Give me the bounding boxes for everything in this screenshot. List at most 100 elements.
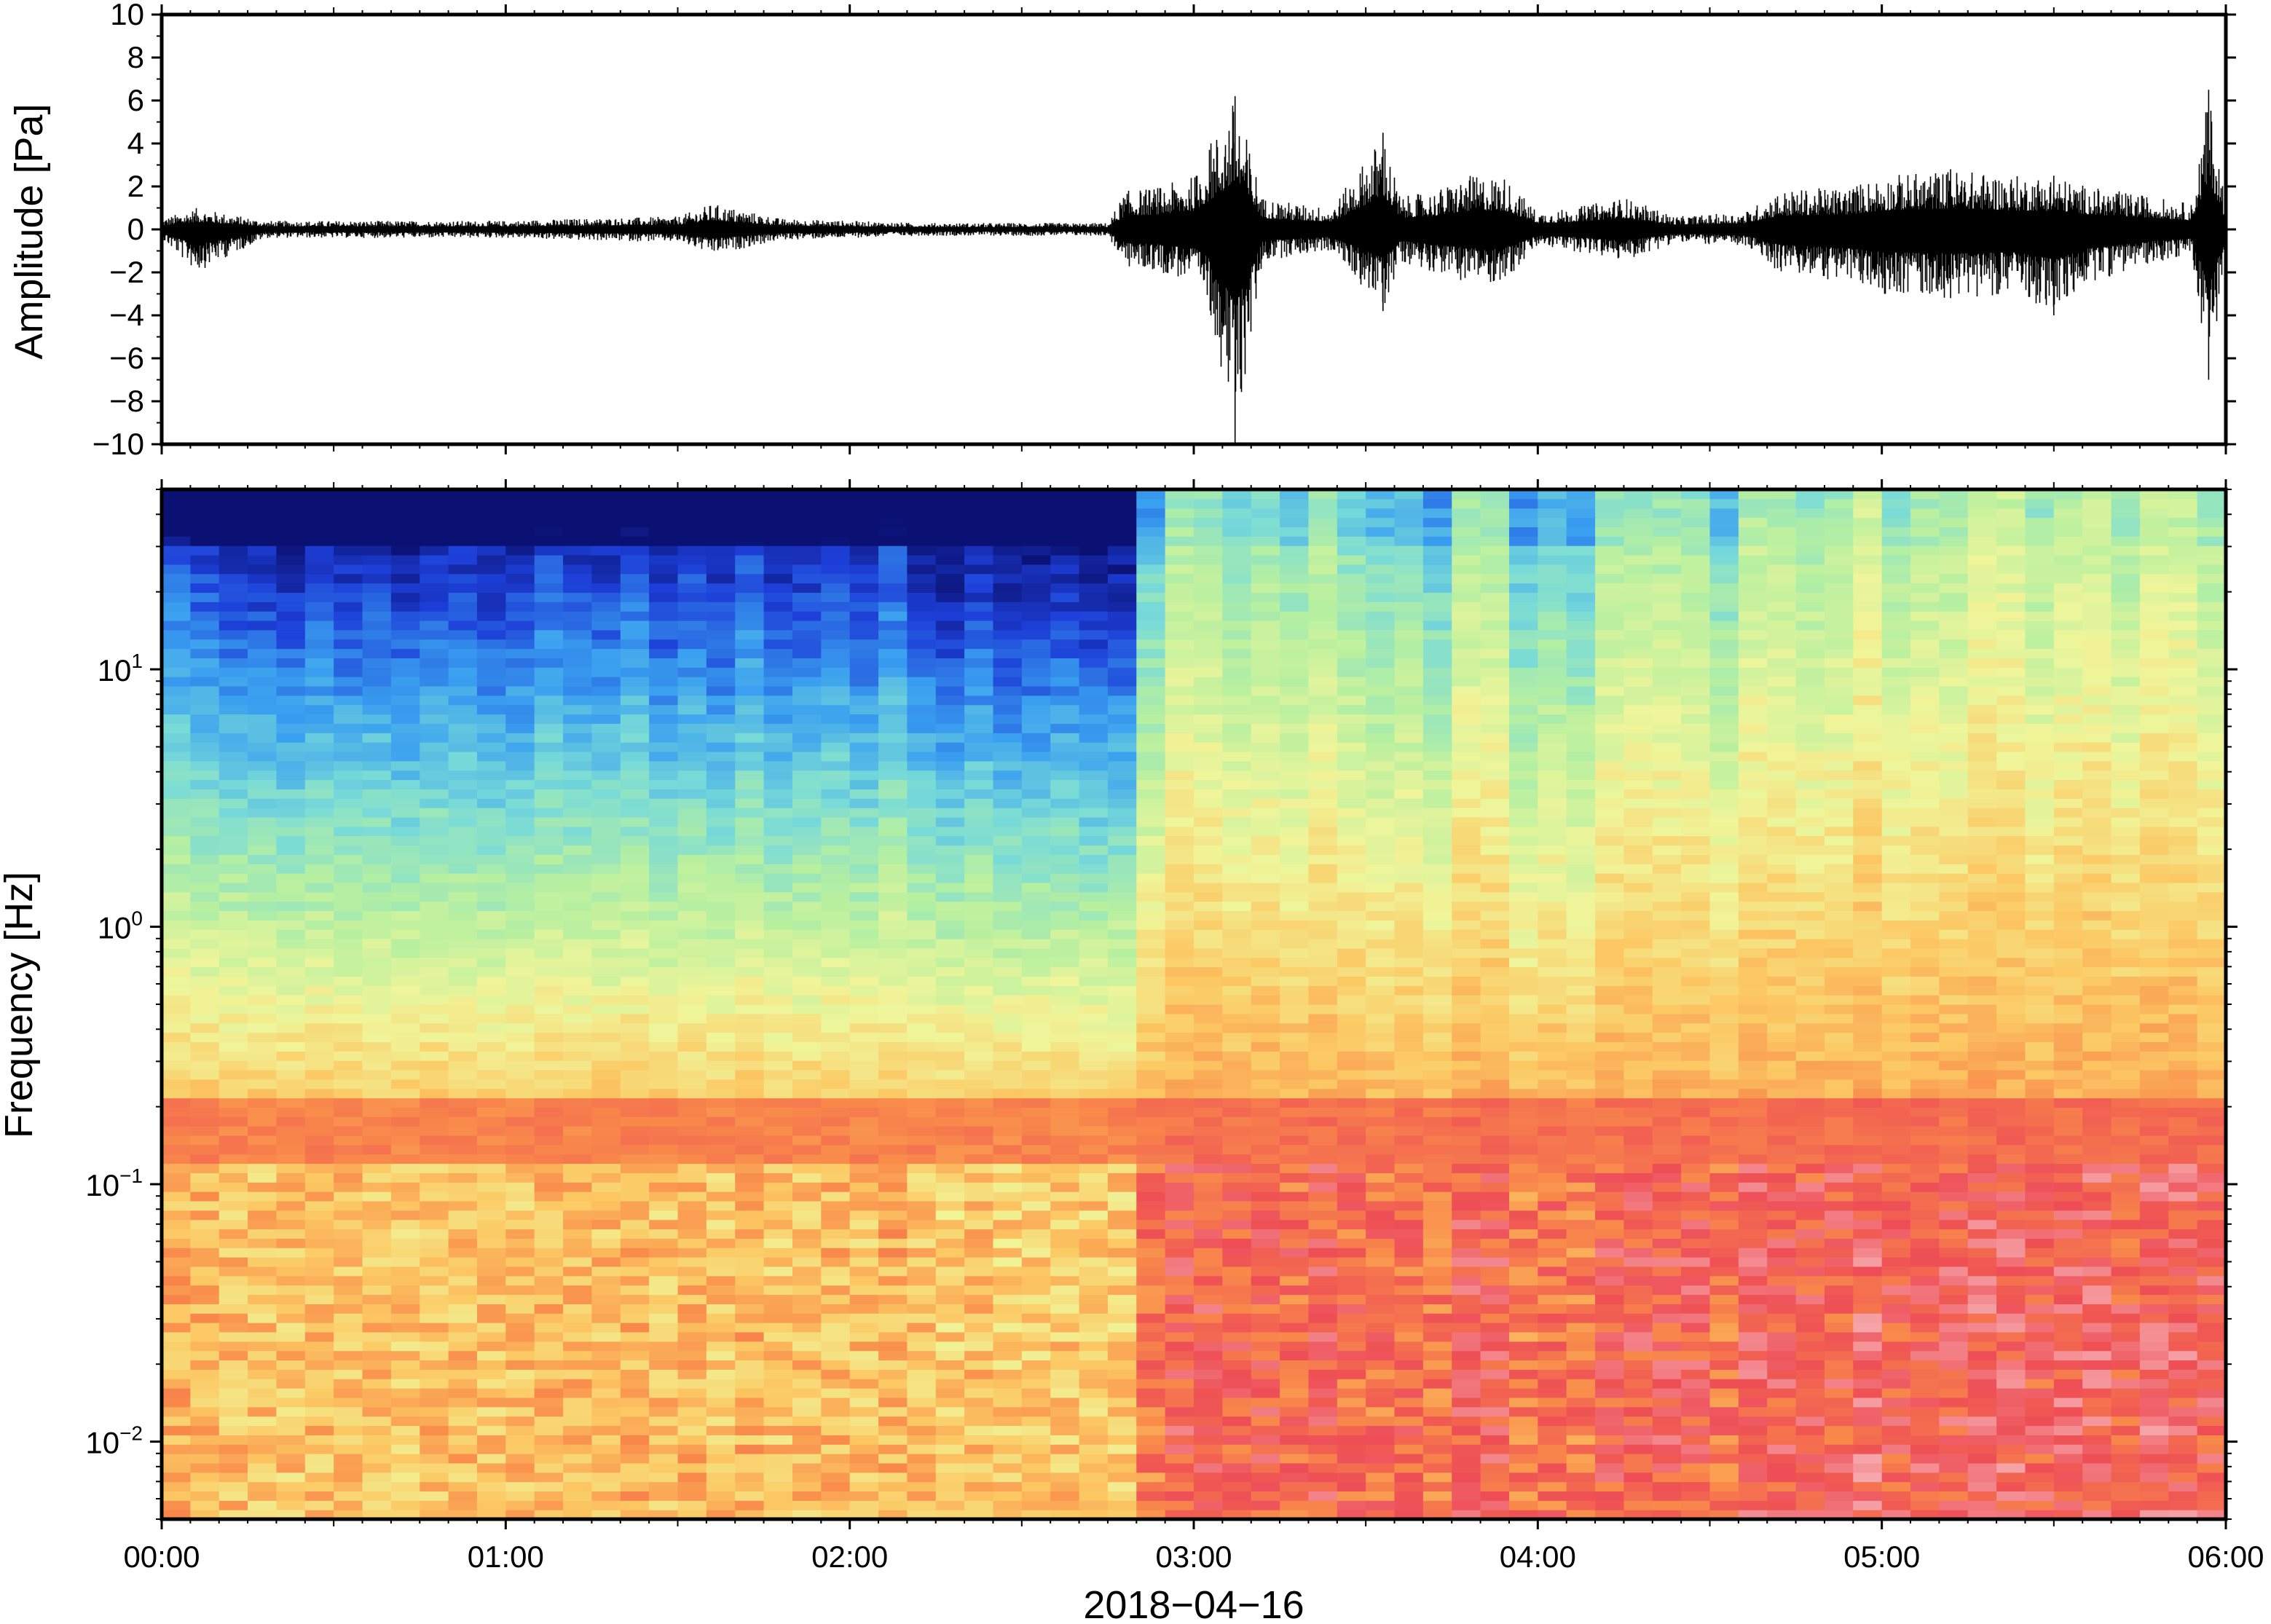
- spectrogram-cell: [706, 545, 736, 556]
- spectrogram-cell: [1050, 1210, 1080, 1221]
- spectrogram-cell: [763, 1331, 793, 1342]
- spectrogram-cell: [276, 1229, 306, 1239]
- spectrogram-cell: [907, 498, 937, 509]
- spectrogram-cell: [420, 789, 449, 799]
- spectrogram-cell: [276, 1191, 306, 1202]
- spectrogram-cell: [677, 789, 707, 799]
- spectrogram-cell: [706, 1379, 736, 1389]
- spectrogram-cell: [1251, 573, 1280, 584]
- spectrogram-cell: [248, 1266, 278, 1277]
- spectrogram-cell: [190, 620, 220, 631]
- spectrogram-cell: [1308, 1116, 1338, 1127]
- spectrogram-cell: [1251, 1360, 1280, 1370]
- spectrogram-cell: [505, 1406, 535, 1417]
- spectrogram-cell: [1308, 910, 1338, 921]
- spectrogram-cell: [964, 733, 994, 743]
- spectrogram-cell: [1021, 995, 1051, 1005]
- spectrogram-cell: [878, 957, 908, 968]
- spectrogram-cell: [735, 835, 765, 846]
- spectrogram-cell: [878, 1257, 908, 1267]
- spectrogram-cell: [448, 1435, 478, 1445]
- spectrogram-cell: [476, 1144, 506, 1155]
- spectrogram-cell: [677, 1191, 707, 1202]
- spectrogram-cell: [763, 789, 793, 799]
- spectrogram-cell: [1337, 947, 1366, 958]
- spectrogram-cell: [677, 583, 707, 593]
- spectrogram-cell: [620, 1444, 650, 1454]
- spectrogram-cell: [735, 1069, 765, 1080]
- spectrogram-cell: [219, 620, 248, 631]
- spectrogram-cell: [620, 1247, 650, 1258]
- spectrogram-cell: [362, 1397, 392, 1408]
- spectrogram-cell: [190, 695, 220, 706]
- spectrogram-cell: [1366, 733, 1396, 743]
- spectrogram-cell: [677, 910, 707, 921]
- spectrogram-cell: [993, 864, 1023, 874]
- spectrogram-cell: [1280, 498, 1310, 509]
- spectrogram-cell: [878, 995, 908, 1005]
- spectrogram-cell: [276, 845, 306, 855]
- spectrogram-cell: [476, 667, 506, 677]
- spectrogram-cell: [935, 816, 965, 827]
- spectrogram-cell: [1079, 1331, 1109, 1342]
- spectrogram-cell: [563, 704, 593, 715]
- spectrogram-cell: [935, 704, 965, 715]
- spectrogram-cell: [219, 1172, 248, 1183]
- spectrogram-cell: [1280, 1360, 1310, 1370]
- spectrogram-cell: [763, 620, 793, 631]
- spectrogram-cell: [677, 1097, 707, 1108]
- spectrogram-cell: [505, 611, 535, 621]
- spectrogram-cell: [563, 816, 593, 827]
- spectrogram-cell: [935, 957, 965, 968]
- spectrogram-cell: [763, 1079, 793, 1089]
- spectrogram-cell: [276, 1051, 306, 1061]
- spectrogram-cell: [1165, 957, 1194, 968]
- spectrogram-cell: [219, 1406, 248, 1417]
- spectrogram-cell: [763, 882, 793, 893]
- spectrogram-cell: [1079, 1041, 1109, 1052]
- spectrogram-cell: [706, 873, 736, 883]
- spectrogram-cell: [1251, 1022, 1280, 1033]
- spectrogram-cell: [1366, 816, 1396, 827]
- spectrogram-cell: [304, 1210, 334, 1221]
- waveform-y-tick-label: 2: [127, 169, 144, 203]
- spectrogram-cell: [849, 1163, 879, 1173]
- spectrogram-cell: [849, 1097, 879, 1108]
- spectrogram-cell: [304, 592, 334, 602]
- spectrogram-cell: [1194, 1229, 1223, 1239]
- spectrogram-cell: [448, 845, 478, 855]
- spectrogram-cell: [1366, 835, 1396, 846]
- spectrogram-cell: [735, 1397, 765, 1408]
- spectrogram-cell: [649, 1032, 679, 1043]
- spectrogram-cell: [248, 1425, 278, 1435]
- spectrogram-cell: [993, 1472, 1023, 1483]
- spectrogram-cell: [1394, 1481, 1424, 1492]
- spectrogram-cell: [219, 929, 248, 939]
- spectrogram-cell: [563, 629, 593, 640]
- spectrogram-cell: [1280, 1379, 1310, 1389]
- spectrogram-cell: [1136, 816, 1166, 827]
- spectrogram-cell: [248, 1163, 278, 1173]
- spectrogram-cell: [735, 1163, 765, 1173]
- spectrogram-cell: [591, 1313, 621, 1323]
- spectrogram-cell: [591, 1257, 621, 1267]
- spectrogram-cell: [907, 976, 937, 986]
- spectrogram-cell: [1337, 1229, 1366, 1239]
- spectrogram-cell: [248, 602, 278, 612]
- spectrogram-cell: [276, 742, 306, 752]
- spectrogram-cell: [219, 947, 248, 958]
- spectrogram-cell: [334, 1060, 363, 1071]
- spectrogram-cell: [907, 835, 937, 846]
- spectrogram-cell: [1337, 808, 1366, 818]
- spectrogram-cell: [735, 1191, 765, 1202]
- spectrogram-cell: [219, 1219, 248, 1230]
- spectrogram-cell: [1194, 798, 1223, 808]
- spectrogram-cell: [1136, 648, 1166, 658]
- spectrogram-cell: [1394, 1032, 1424, 1043]
- spectrogram-cell: [162, 826, 191, 837]
- spectrogram-cell: [821, 1041, 851, 1052]
- spectrogram-cell: [276, 816, 306, 827]
- spectrogram-cell: [476, 835, 506, 846]
- spectrogram-cell: [334, 527, 363, 537]
- spectrogram-cell: [505, 573, 535, 584]
